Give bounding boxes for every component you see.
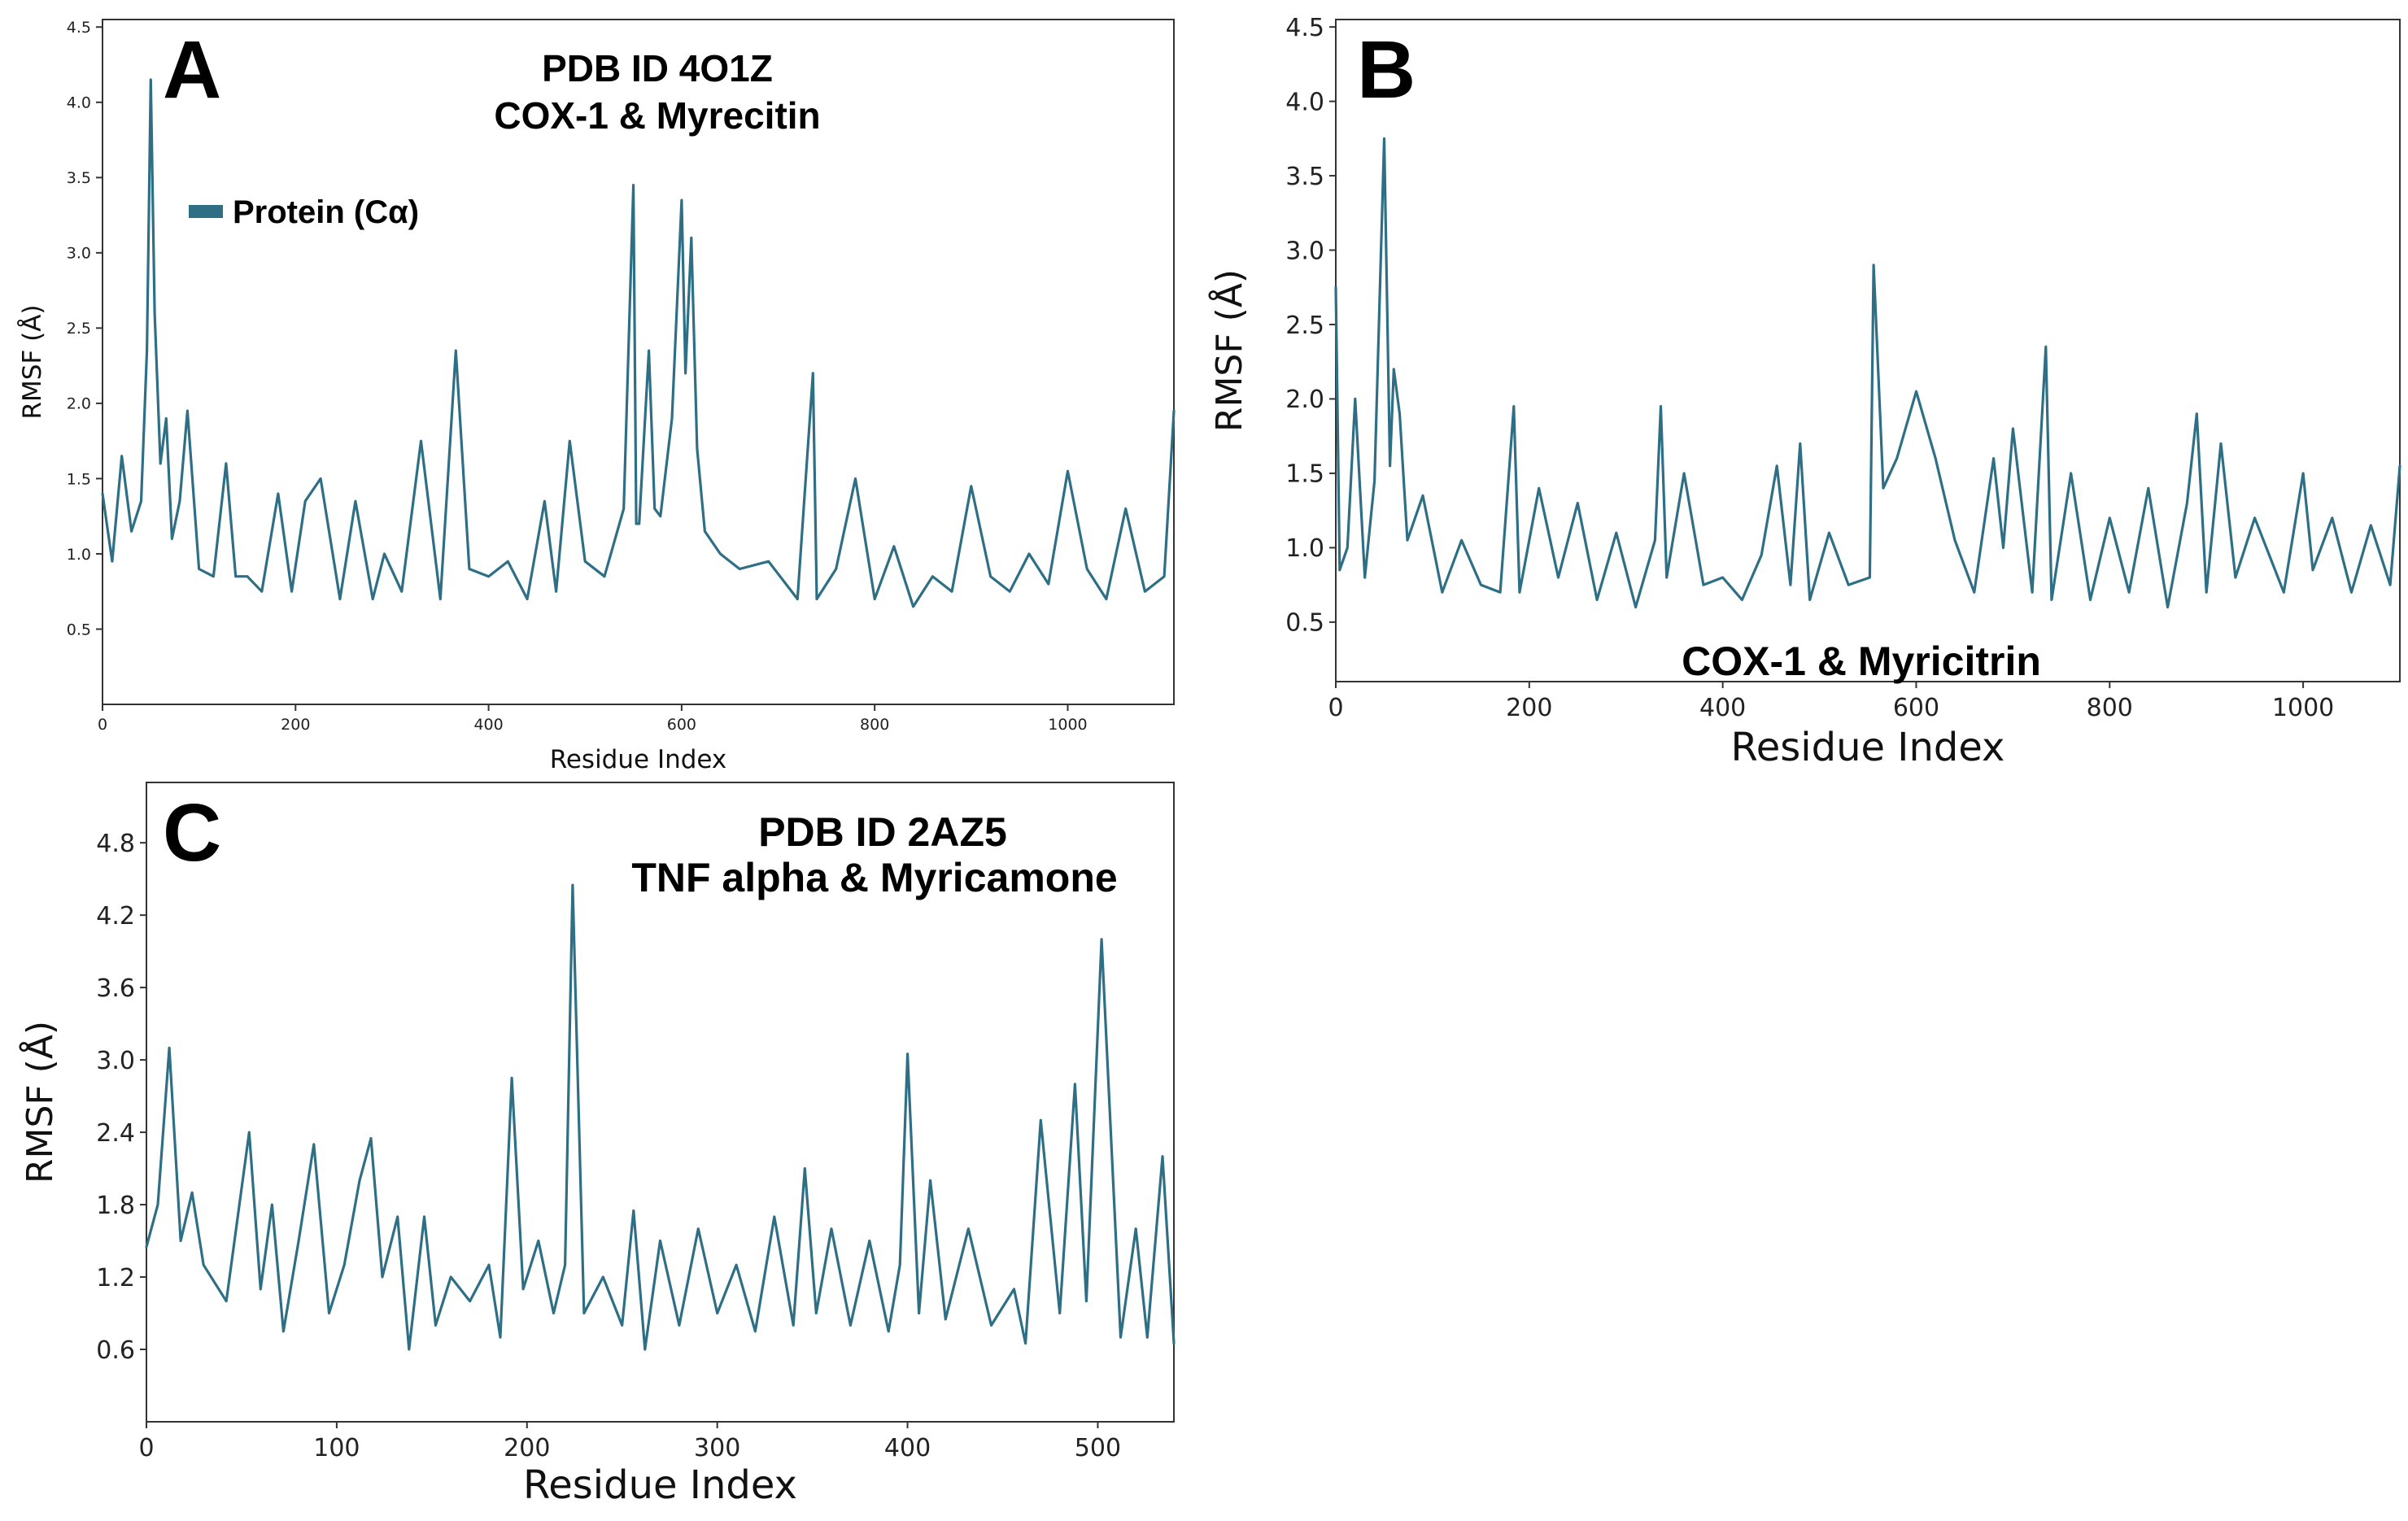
- y-tick-label: 0.6: [96, 1336, 135, 1365]
- y-tick-label: 4.0: [1285, 88, 1324, 116]
- x-axis-title: Residue Index: [523, 1462, 797, 1508]
- panel-letter: C: [163, 787, 221, 878]
- chart-title: PDB ID 4O1Z: [542, 47, 773, 89]
- chart-title: COX-1 & Myricitrin: [1682, 638, 2041, 684]
- x-tick-label: 0: [138, 1434, 154, 1462]
- x-tick-label: 0: [1328, 694, 1343, 722]
- y-tick-label: 1.5: [67, 470, 91, 488]
- y-tick-label: 3.6: [96, 974, 135, 1003]
- y-tick-label: 2.5: [1285, 312, 1324, 340]
- y-tick-label: 2.5: [67, 320, 91, 338]
- legend-swatch: [189, 205, 223, 218]
- x-tick-label: 100: [313, 1434, 360, 1462]
- plot-frame: [146, 782, 1175, 1423]
- x-tick-label: 300: [694, 1434, 740, 1462]
- y-tick-label: 4.5: [67, 19, 91, 37]
- rmsf-series-line: [101, 78, 1176, 608]
- panel-letter: B: [1357, 24, 1416, 115]
- x-tick-label: 200: [1506, 694, 1552, 722]
- y-tick-label: 3.0: [1285, 237, 1324, 265]
- y-tick-label: 2.0: [67, 395, 91, 413]
- y-tick-label: 4.0: [67, 94, 91, 112]
- chart-subtitle: COX-1 & Myrecitin: [494, 94, 820, 137]
- y-axis-title: RMSF (Å): [18, 1021, 61, 1183]
- y-tick-label: 1.8: [96, 1192, 135, 1220]
- x-tick-label: 400: [884, 1434, 931, 1462]
- x-tick-label: 400: [1699, 694, 1746, 722]
- y-tick-label: 1.2: [96, 1264, 135, 1292]
- y-tick-label: 4.8: [96, 830, 135, 858]
- y-tick-label: 3.0: [67, 245, 91, 263]
- y-tick-label: 4.5: [1285, 14, 1324, 42]
- x-tick-label: 800: [2087, 694, 2133, 722]
- x-tick-label: 600: [667, 716, 696, 734]
- panel-c: 0 100 200 300 400 500 0.6 1.2 1.8 2.4 3.0 3.6 4.2 4.8…: [18, 782, 1176, 1508]
- y-axis-title: RMSF (Å): [1207, 269, 1250, 432]
- panel-a: 0 200 400 600 800 1000 0.5 1.0 1.5 2.0 2.5 3.0 3.5 4.…: [18, 19, 1176, 774]
- x-axis-title: Residue Index: [1731, 725, 2005, 770]
- y-tick-label: 1.0: [67, 546, 91, 564]
- y-tick-label: 2.0: [1285, 386, 1324, 414]
- chart-subtitle: TNF alpha & Myricamone: [631, 855, 1117, 900]
- x-tick-label: 800: [860, 716, 889, 734]
- x-axis-title: Residue Index: [550, 745, 727, 774]
- rmsf-series-line: [1334, 137, 2401, 609]
- x-tick-label: 400: [473, 716, 503, 734]
- panel-b: 0 200 400 600 800 1000 0.5 1.0 1.5 2.0 2.5 3.0 3.5 4.…: [1207, 14, 2401, 770]
- x-tick-label: 200: [281, 716, 310, 734]
- y-tick-label: 1.0: [1285, 534, 1324, 563]
- x-tick-label: 1000: [2272, 694, 2334, 722]
- chart-title: PDB ID 2AZ5: [758, 809, 1007, 855]
- x-tick-label: 0: [98, 716, 107, 734]
- y-tick-label: 3.0: [96, 1047, 135, 1075]
- y-tick-label: 3.5: [1285, 163, 1324, 191]
- y-tick-label: 1.5: [1285, 460, 1324, 489]
- y-axis-title: RMSF (Å): [18, 304, 47, 419]
- y-tick-label: 3.5: [67, 169, 91, 187]
- rmsf-series-line: [145, 883, 1176, 1351]
- legend-label: Protein (Cα): [233, 194, 419, 230]
- legend: Protein (Cα): [189, 194, 419, 230]
- panel-letter: A: [163, 24, 221, 115]
- x-tick-label: 500: [1075, 1434, 1121, 1462]
- y-tick-label: 0.5: [67, 621, 91, 638]
- y-tick-label: 0.5: [1285, 609, 1324, 638]
- x-tick-label: 600: [1893, 694, 1939, 722]
- y-tick-label: 2.4: [96, 1119, 135, 1148]
- x-tick-label: 1000: [1048, 716, 1087, 734]
- plot-frame: [102, 19, 1175, 705]
- y-tick-label: 4.2: [96, 902, 135, 930]
- plot-frame: [1335, 19, 2401, 682]
- x-tick-label: 200: [504, 1434, 550, 1462]
